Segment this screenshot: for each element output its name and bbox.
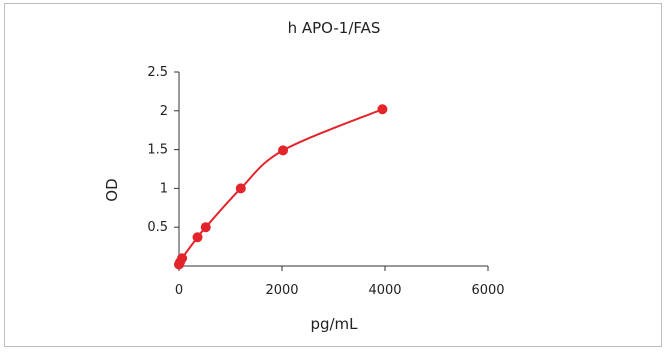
y-tick-label: 1.5 — [147, 143, 168, 158]
data-point — [235, 183, 246, 194]
x-tick-label: 4000 — [368, 283, 401, 298]
axes — [178, 72, 488, 267]
data-point — [177, 253, 188, 264]
x-tick-label: 6000 — [471, 283, 504, 298]
x-tick-label: 0 — [175, 283, 183, 298]
x-tick-label: 2000 — [265, 283, 298, 298]
fit-curve — [178, 108, 383, 265]
data-point — [377, 104, 388, 115]
x-axis-label: pg/mL — [310, 315, 358, 333]
y-tick-label: 2 — [160, 104, 168, 119]
data-point — [200, 222, 211, 233]
data-point — [278, 145, 289, 156]
y-tick-label: 1 — [160, 181, 168, 196]
data-point — [192, 232, 203, 243]
data-points — [174, 104, 388, 270]
y-tick-label: 2.5 — [147, 65, 168, 80]
chart-title: h APO-1/FAS — [288, 19, 381, 37]
chart-frame — [4, 3, 662, 347]
y-axis-label: OD — [103, 178, 121, 201]
ticks: 0 2000 4000 6000 0.5 1 1.5 2 2.5 — [147, 65, 504, 298]
y-tick-label: 0.5 — [147, 220, 168, 235]
